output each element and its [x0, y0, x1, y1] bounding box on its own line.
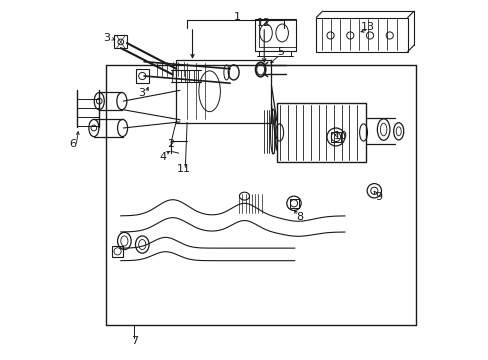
- Text: 8: 8: [296, 212, 303, 221]
- Text: 4: 4: [159, 152, 166, 162]
- Bar: [136, 69, 148, 83]
- Bar: [114, 36, 127, 48]
- Bar: [289, 199, 298, 208]
- Text: 1: 1: [233, 12, 240, 22]
- Text: 5: 5: [277, 46, 284, 57]
- Text: 6: 6: [69, 139, 76, 149]
- Text: 10: 10: [333, 131, 347, 141]
- Bar: [276, 103, 366, 162]
- Text: 2: 2: [167, 139, 174, 149]
- Bar: [258, 21, 296, 47]
- Bar: [316, 18, 407, 51]
- Bar: [330, 132, 341, 142]
- Text: 13: 13: [360, 22, 374, 32]
- Bar: [176, 60, 271, 123]
- Text: 9: 9: [375, 192, 382, 202]
- Text: 11: 11: [176, 164, 190, 174]
- Bar: [112, 246, 123, 257]
- Text: 3: 3: [138, 88, 145, 98]
- Bar: [255, 19, 296, 51]
- Text: 3: 3: [103, 33, 110, 43]
- Text: 12: 12: [256, 18, 270, 28]
- Text: 7: 7: [131, 336, 138, 346]
